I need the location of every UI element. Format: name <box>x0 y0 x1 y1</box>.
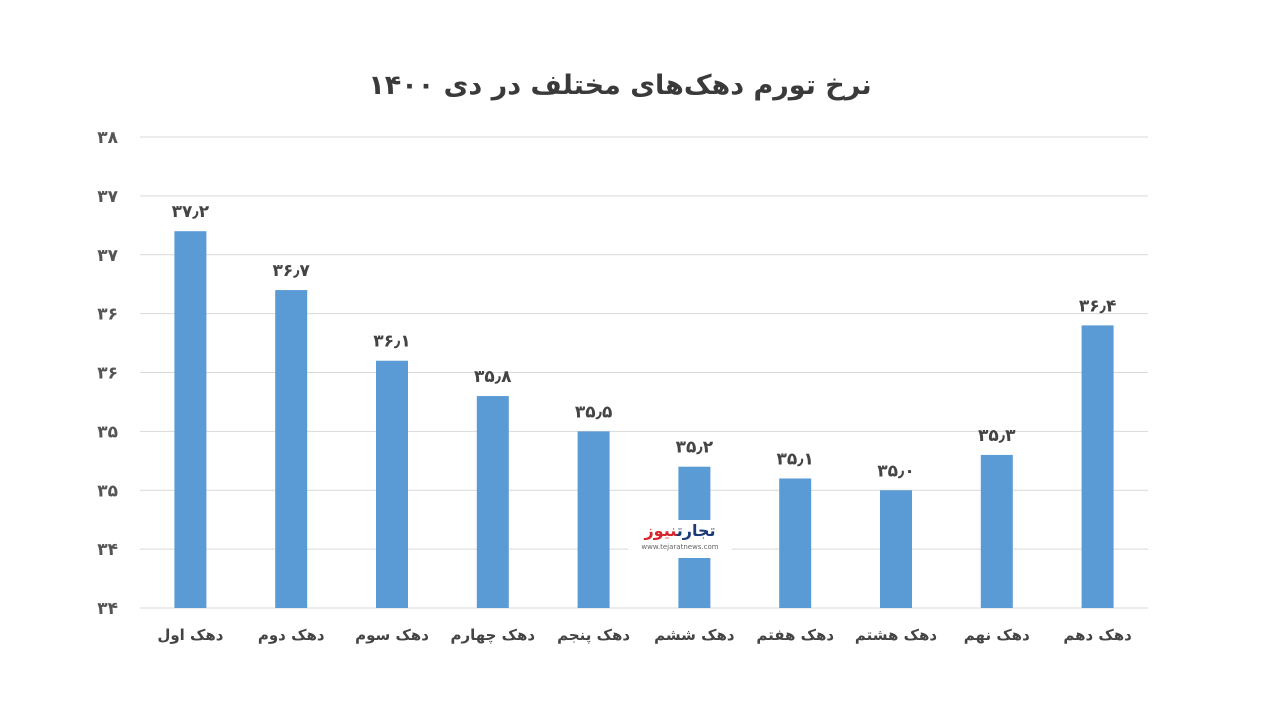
bar <box>376 360 408 608</box>
data-label: ۳۵٫۲ <box>676 438 714 458</box>
bar <box>577 431 610 608</box>
data-label: ۳۵٫۳ <box>978 426 1016 446</box>
y-tick-label: ۳۵ <box>97 481 118 501</box>
y-tick-label: ۳۵ <box>97 422 118 442</box>
category-label: دهک سوم <box>355 626 429 644</box>
watermark-brand-accent: نیوز <box>644 521 677 540</box>
bar <box>980 454 1013 608</box>
y-tick-label: ۳۷ <box>97 187 118 207</box>
watermark-brand: تجارتنیوز <box>628 520 732 542</box>
category-label: دهک اول <box>157 626 223 644</box>
data-label: ۳۵٫۱ <box>776 449 813 469</box>
y-tick-label: ۳۶ <box>97 305 118 325</box>
bar <box>476 396 509 608</box>
bar <box>275 290 308 608</box>
bar <box>779 478 812 608</box>
category-label: دهک دهم <box>1063 626 1132 644</box>
category-label: دهک پنجم <box>557 626 630 645</box>
bar <box>174 231 207 608</box>
category-label: دهک هشتم <box>855 626 938 644</box>
category-label: دهک هفتم <box>756 626 834 644</box>
y-tick-label: ۳۶ <box>97 364 118 384</box>
watermark-brand-main: تجارت <box>676 521 716 540</box>
data-label: ۳۷٫۲ <box>172 202 210 222</box>
data-label: ۳۶٫۴ <box>1079 296 1116 316</box>
category-label: دهک دوم <box>258 626 325 644</box>
data-label: ۳۶٫۷ <box>272 261 310 281</box>
bar <box>880 490 912 608</box>
category-label: دهک چهارم <box>450 626 535 645</box>
category-label: دهک نهم <box>964 626 1030 644</box>
data-label: ۳۵٫۰ <box>877 461 914 481</box>
data-label: ۳۶٫۱ <box>373 332 410 352</box>
bar <box>1081 325 1114 608</box>
data-label: ۳۵٫۵ <box>575 402 612 422</box>
y-tick-label: ۳۴ <box>97 540 118 560</box>
y-tick-label: ۳۴ <box>97 599 118 619</box>
watermark-logo: تجارتنیوز www.tejaratnews.com <box>628 520 732 558</box>
category-label: دهک ششم <box>654 626 735 644</box>
data-label: ۳۵٫۸ <box>474 367 512 387</box>
y-tick-label: ۳۷ <box>97 246 118 266</box>
watermark-url: www.tejaratnews.com <box>641 543 719 551</box>
y-tick-label: ۳۸ <box>97 128 118 148</box>
chart-title: نرخ تورم دهک‌های مختلف در دی ۱۴۰۰ <box>368 70 872 101</box>
